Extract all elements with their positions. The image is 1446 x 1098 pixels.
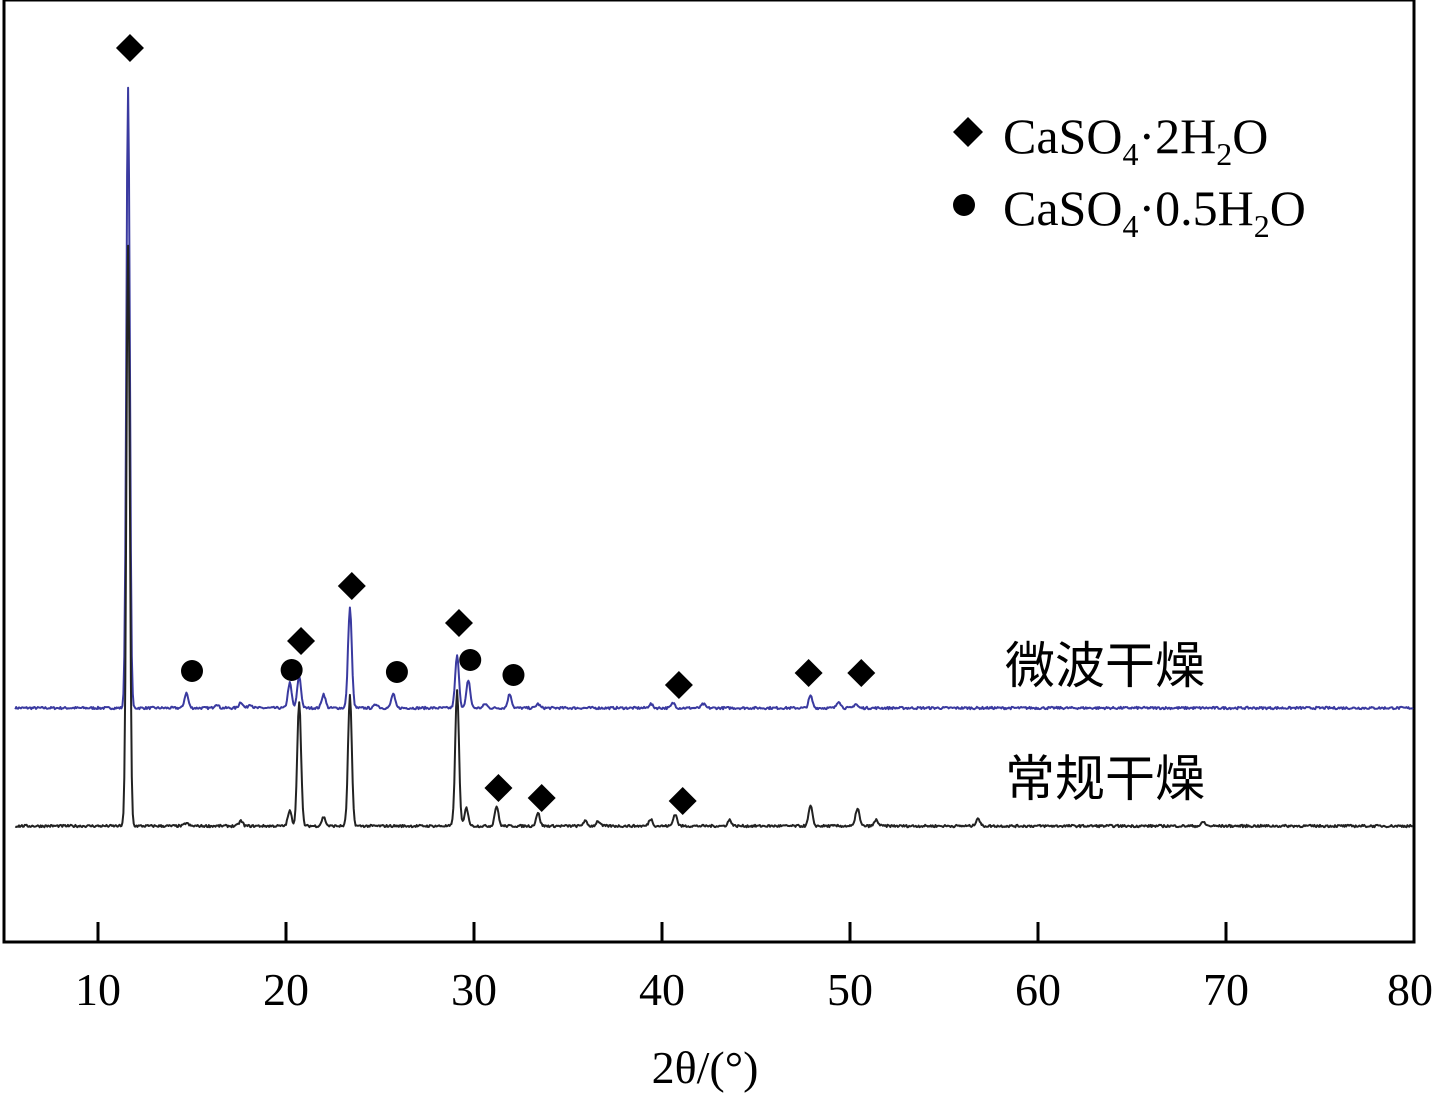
- peak-marker-diamond-icon: [668, 787, 697, 815]
- legend-hemihydrate-sub-1: 4: [1122, 208, 1138, 244]
- peak-marker-diamond-icon: [794, 659, 823, 687]
- x-axis: 10 20 30 40 50 60 70 80: [75, 922, 1433, 1015]
- peak-marker-circle-icon: [459, 649, 482, 671]
- legend-dihydrate-part-2: ·2H: [1138, 108, 1216, 164]
- x-tick-label: 20: [263, 964, 309, 1015]
- peak-marker-circle-icon: [385, 661, 408, 683]
- x-tick-label: 40: [639, 964, 685, 1015]
- peak-marker-diamond-icon: [444, 609, 473, 637]
- legend-entry-hemihydrate: CaSO4·0.5H2O: [1003, 180, 1306, 244]
- peak-marker-diamond-icon: [527, 784, 556, 812]
- plot-frame: [2, 0, 1416, 944]
- peak-markers: [115, 34, 876, 815]
- legend-dihydrate-part-1: CaSO: [1003, 108, 1122, 164]
- legend-entry-dihydrate: CaSO4·2H2O: [1003, 108, 1268, 172]
- x-axis-title: 2θ/(°): [652, 1042, 759, 1093]
- peak-marker-diamond-icon: [847, 659, 876, 687]
- series-line-conventional: [14, 244, 1414, 829]
- peak-marker-diamond-icon: [287, 627, 316, 655]
- peak-marker-circle-icon: [181, 660, 203, 682]
- legend-dihydrate-part-3: O: [1232, 108, 1268, 164]
- series-line-microwave: [14, 86, 1414, 711]
- legend-circle-icon: [953, 194, 975, 216]
- x-tick-label: 70: [1203, 964, 1249, 1015]
- x-tick-label: 30: [451, 964, 497, 1015]
- legend-dihydrate-sub-1: 4: [1122, 136, 1138, 172]
- peak-marker-diamond-icon: [484, 774, 513, 802]
- series-label-conventional: 常规干燥: [1005, 750, 1205, 808]
- peak-marker-diamond-icon: [115, 34, 144, 62]
- peak-marker-circle-icon: [280, 659, 303, 681]
- legend-hemihydrate-part-1: CaSO: [1003, 180, 1122, 236]
- series-label-microwave: 微波干燥: [1005, 637, 1205, 695]
- x-tick-label: 10: [75, 964, 121, 1015]
- legend-diamond-icon: [953, 117, 983, 147]
- peak-marker-diamond-icon: [337, 572, 366, 600]
- peak-marker-diamond-icon: [664, 671, 693, 699]
- legend-hemihydrate-part-2: ·0.5H: [1138, 180, 1253, 236]
- x-tick-label: 80: [1387, 964, 1433, 1015]
- x-tick-label: 50: [827, 964, 873, 1015]
- legend-hemihydrate-part-3: O: [1270, 180, 1306, 236]
- legend: CaSO4·2H2O CaSO4·0.5H2O: [953, 108, 1306, 244]
- x-tick-label: 60: [1015, 964, 1061, 1015]
- series-layer: [14, 86, 1414, 829]
- peak-marker-circle-icon: [502, 664, 525, 686]
- legend-hemihydrate-sub-2: 2: [1254, 208, 1270, 244]
- legend-dihydrate-sub-2: 2: [1216, 136, 1232, 172]
